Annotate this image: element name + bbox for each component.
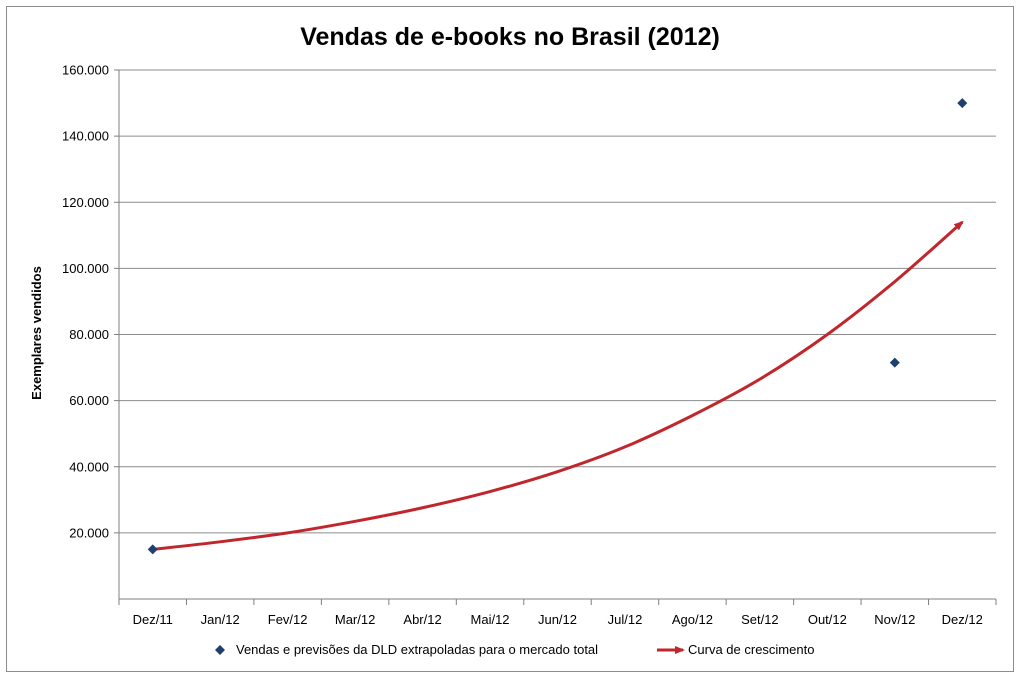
y-axis-label: Exemplares vendidos	[29, 266, 44, 400]
data-point-diamond	[147, 544, 158, 555]
x-tick-label: Nov/12	[874, 612, 915, 627]
data-point-diamond	[957, 98, 968, 109]
legend-label-scatter: Vendas e previsões da DLD extrapoladas p…	[236, 642, 598, 657]
growth-curve-line	[152, 220, 964, 551]
legend-label-curve: Curva de crescimento	[688, 642, 814, 657]
x-tick-label: Out/12	[808, 612, 847, 627]
y-tick-label: 40.000	[69, 459, 109, 474]
x-tick-label: Set/12	[741, 612, 779, 627]
x-tick-label: Dez/12	[942, 612, 983, 627]
y-tick-label: 80.000	[69, 327, 109, 342]
chart-title: Vendas de e-books no Brasil (2012)	[300, 23, 720, 51]
x-tick-label: Ago/12	[672, 612, 713, 627]
x-tick-label: Jan/12	[201, 612, 240, 627]
gridlines	[114, 69, 996, 534]
y-tick-labels: 20.000 40.000 60.000 80.000 100.000 120.000 14…	[62, 63, 109, 541]
legend: Vendas e previsões da DLD extrapoladas p…	[215, 642, 814, 657]
x-tick-label: Abr/12	[403, 612, 441, 627]
y-tick-label: 100.000	[62, 261, 109, 276]
legend-item-curve: Curva de crescimento	[657, 642, 814, 657]
x-tick-label: Mai/12	[471, 612, 510, 627]
growth-curve-layer	[152, 220, 964, 551]
x-tick-label: Jun/12	[538, 612, 577, 627]
x-tick-label: Jul/12	[608, 612, 643, 627]
legend-item-scatter: Vendas e previsões da DLD extrapoladas p…	[215, 642, 598, 657]
x-tick-label: Fev/12	[268, 612, 308, 627]
y-tick-label: 140.000	[62, 129, 109, 144]
y-tick-label: 20.000	[69, 525, 109, 540]
y-tick-label: 120.000	[62, 195, 109, 210]
chart-frame	[6, 6, 1014, 672]
y-tick-label: 60.000	[69, 393, 109, 408]
x-tick-labels: Dez/11 Jan/12 Fev/12 Mar/12 Abr/12 Mai/12 Jun/…	[118, 599, 997, 627]
x-tick-label: Dez/11	[133, 612, 173, 627]
scatter-points-layer	[147, 98, 968, 555]
data-point-diamond	[889, 357, 900, 368]
y-tick-label: 160.000	[62, 63, 109, 78]
x-tick-label: Mar/12	[335, 612, 375, 627]
legend-diamond-marker	[215, 645, 225, 655]
